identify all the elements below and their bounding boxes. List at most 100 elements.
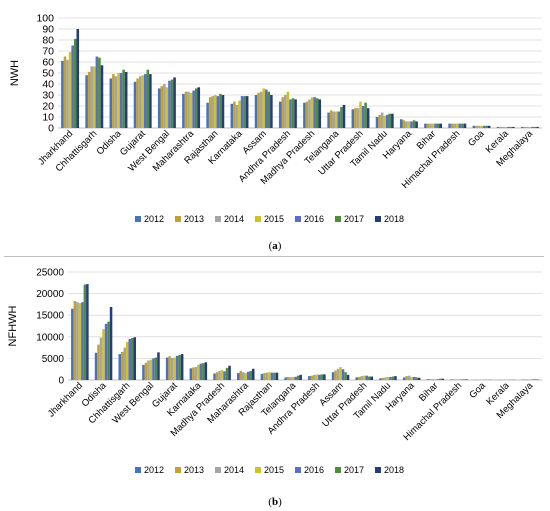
bar-2016-1 — [104, 323, 108, 380]
bar-2012-16 — [448, 123, 451, 128]
bar-2012-16 — [450, 379, 453, 380]
bar-2013-10 — [305, 101, 309, 128]
bar-2012-17 — [472, 125, 476, 128]
bar-2013-6 — [208, 97, 212, 128]
bar-2014-16 — [455, 379, 458, 380]
bar-2015-4 — [173, 357, 176, 380]
bar-2018-12 — [370, 376, 374, 380]
bar-2012-0 — [71, 308, 74, 380]
bar-2013-11 — [329, 110, 333, 128]
bar-2016-13 — [385, 114, 389, 128]
bar-2012-14 — [399, 119, 403, 128]
x-tick-label: Goa — [466, 128, 487, 149]
bar-2018-14 — [417, 377, 421, 380]
bar-2018-5 — [197, 87, 201, 128]
panel-caption-b: (b) — [268, 496, 282, 508]
bar-2016-1 — [95, 56, 99, 128]
bar-2015-7 — [244, 373, 248, 380]
bar-2017-13 — [388, 113, 392, 128]
bar-2015-5 — [197, 364, 200, 380]
bar-2018-2 — [124, 71, 128, 128]
bar-2015-4 — [165, 87, 169, 128]
bar-2018-4 — [180, 354, 184, 380]
bar-2014-14 — [405, 121, 408, 128]
y-tick-label: 30 — [42, 90, 54, 102]
legend-swatch-2012 — [135, 467, 141, 473]
bar-2018-17 — [487, 125, 491, 128]
legend-swatch-2018 — [375, 216, 381, 222]
y-tick-label: 20000 — [36, 289, 64, 300]
bar-2016-3 — [152, 358, 155, 380]
bar-2013-17 — [475, 125, 478, 128]
bar-2016-18 — [506, 126, 510, 128]
bar-2012-19 — [520, 126, 524, 128]
legend-swatch-2016 — [295, 467, 301, 473]
bar-2018-8 — [270, 95, 273, 128]
bar-2014-8 — [265, 372, 269, 380]
bar-2012-18 — [496, 126, 500, 128]
bar-2012-5 — [189, 368, 193, 380]
bar-2017-6 — [225, 367, 229, 380]
legend-label-2018: 2018 — [384, 465, 404, 475]
bar-2015-8 — [268, 372, 271, 380]
bar-2017-14 — [415, 377, 418, 380]
bar-2018-16 — [463, 123, 467, 128]
bar-2016-9 — [289, 99, 292, 128]
bar-2016-0 — [71, 45, 74, 128]
bar-2015-11 — [339, 367, 342, 380]
bar-2013-8 — [257, 92, 260, 128]
bar-2013-16 — [452, 379, 456, 380]
chart-a: 0102030405060708090100NWHJharkhandChhatt… — [9, 13, 542, 224]
bar-2013-18 — [499, 126, 502, 128]
bar-2012-15 — [424, 123, 427, 128]
bar-2017-11 — [340, 107, 343, 128]
bar-2014-7 — [241, 372, 245, 380]
bar-2012-0 — [61, 60, 64, 128]
bar-2018-8 — [275, 372, 279, 380]
bar-2017-15 — [436, 123, 440, 128]
y-tick-label: 25000 — [36, 268, 64, 279]
bar-2014-5 — [194, 367, 198, 380]
bar-2014-10 — [313, 374, 316, 380]
bar-2015-2 — [125, 341, 129, 380]
bar-2017-16 — [462, 379, 466, 380]
bar-2017-0 — [73, 38, 77, 128]
legend-label-2016: 2016 — [304, 214, 324, 224]
bar-2018-0 — [86, 284, 89, 380]
bar-2015-3 — [149, 359, 153, 380]
bar-2012-10 — [308, 376, 311, 380]
bar-2013-19 — [523, 379, 527, 380]
bar-2013-8 — [263, 373, 266, 380]
bar-2016-7 — [247, 371, 250, 380]
bar-2014-13 — [380, 112, 384, 128]
bar-2018-11 — [342, 104, 346, 128]
bar-2015-1 — [93, 66, 96, 128]
bar-2017-3 — [146, 69, 150, 128]
bar-2015-10 — [310, 97, 314, 128]
bar-2016-5 — [192, 90, 195, 128]
bar-2013-5 — [192, 367, 195, 380]
bar-2015-3 — [141, 75, 144, 128]
legend-swatch-2014 — [215, 467, 221, 473]
bar-2016-2 — [128, 338, 132, 380]
legend-label-2017: 2017 — [344, 465, 364, 475]
bar-2016-0 — [81, 302, 84, 380]
bar-2017-0 — [83, 284, 87, 380]
bar-2015-12 — [362, 375, 366, 380]
bar-2013-3 — [136, 78, 139, 128]
panel-divider — [4, 256, 544, 257]
bar-2014-4 — [163, 84, 166, 128]
legend-swatch-2016 — [295, 216, 301, 222]
bar-2015-6 — [220, 370, 224, 380]
bar-2015-13 — [383, 115, 386, 128]
legend-label-2016: 2016 — [304, 465, 324, 475]
bar-2012-3 — [133, 81, 137, 128]
bar-2013-1 — [87, 71, 91, 128]
y-tick-label: 0 — [58, 376, 64, 387]
bar-2017-2 — [131, 338, 134, 380]
bar-2013-2 — [120, 351, 124, 380]
bar-2012-4 — [157, 88, 161, 128]
bar-2017-4 — [170, 79, 174, 128]
bar-2018-2 — [133, 337, 137, 380]
bar-2012-13 — [375, 117, 379, 128]
